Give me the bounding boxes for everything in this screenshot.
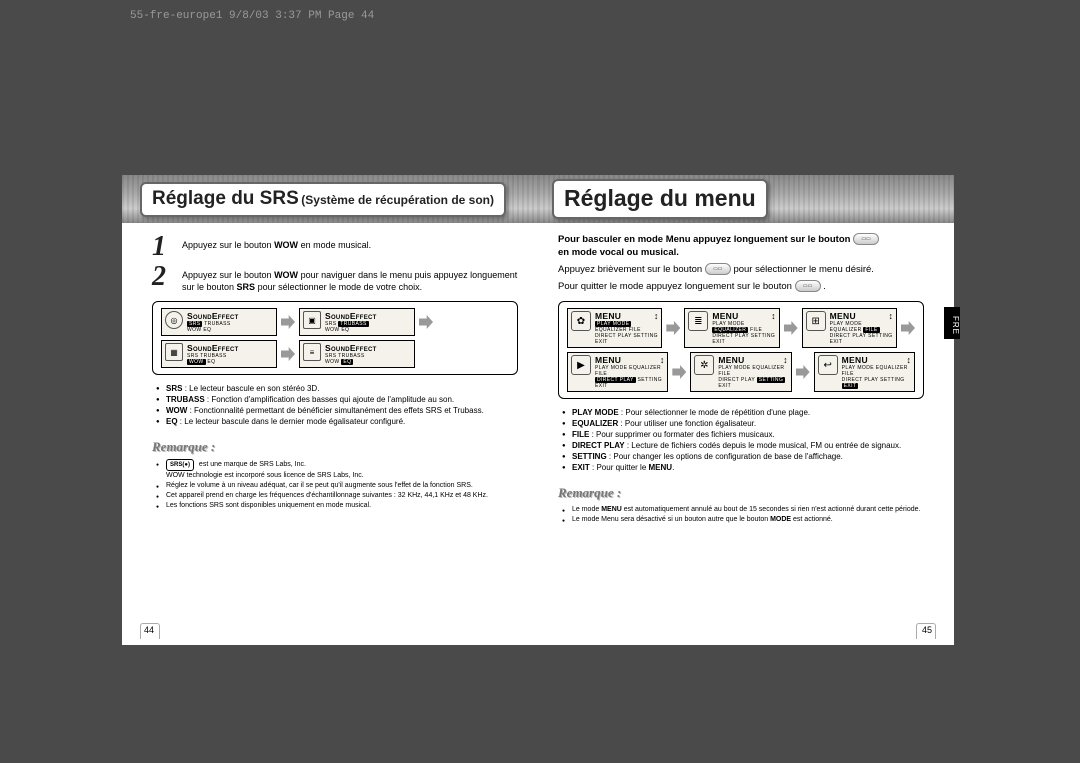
lcd-title: SoundEffect: [187, 311, 239, 321]
arrow-icon: [666, 321, 680, 335]
note-item: Réglez le volume à un niveau adéquat, ca…: [156, 481, 518, 491]
title-text: Réglage du menu: [564, 185, 756, 211]
step-num: 2: [152, 265, 174, 293]
steps: 1 Appuyez sur le bouton WOW en mode musi…: [152, 235, 518, 293]
arrow-icon: [901, 321, 915, 335]
file-header: 55-fre-europe1 9/8/03 3:37 PM Page 44: [0, 0, 1080, 30]
lcd-icon: ≡: [303, 343, 321, 361]
arrow-icon: [281, 315, 295, 329]
page-right: Réglage du menu Pour basculer en mode Me…: [538, 175, 954, 645]
remarque-heading: Remarque :: [558, 485, 924, 501]
language-tab: FRE: [944, 307, 960, 339]
sound-effect-diagram: ◎ SoundEffect SRS TRUBASS WOW EQ ▣ Sound…: [152, 301, 518, 375]
definitions-list: PLAY MODE : Pour sélectionner le mode de…: [558, 407, 924, 473]
page-spread: Réglage du SRS (Système de récupération …: [0, 30, 1080, 645]
title-sub: (Système de récupération de son): [301, 193, 494, 207]
lcd-icon: ≣: [688, 311, 708, 331]
lcd-icon: ↩: [818, 355, 838, 375]
note-item: Les fonctions SRS sont disponibles uniqu…: [156, 501, 518, 511]
page-number: 44: [144, 625, 154, 635]
arrow-icon: [419, 315, 433, 329]
step-2: 2 Appuyez sur le bouton WOW pour navigue…: [152, 265, 518, 293]
step-text: Appuyez sur le bouton WOW en mode musica…: [182, 235, 371, 259]
lcd-icon: ✲: [694, 355, 714, 375]
title-band-right: Réglage du menu: [538, 175, 954, 223]
note-item: Le mode Menu sera désactivé si un bouton…: [562, 515, 924, 525]
lcd-menu-directplay: ▶ MENU↕ PLAY MODE EQUALIZER FILE DIRECT …: [567, 352, 668, 392]
definitions-list: SRS : Le lecteur bascule en son stéréo 3…: [152, 383, 518, 427]
lcd-menu-file: ⊞ MENU↕ PLAY MODE EQUALIZER FILE DIRECT …: [802, 308, 897, 348]
step-1: 1 Appuyez sur le bouton WOW en mode musi…: [152, 235, 518, 259]
srs-logo-icon: SRS(●): [166, 459, 194, 471]
note-item: Le mode MENU est automatiquement annulé …: [562, 505, 924, 515]
lcd-srs: ◎ SoundEffect SRS TRUBASS WOW EQ: [161, 308, 277, 336]
lcd-menu-setting: ✲ MENU↕ PLAY MODE EQUALIZER FILE DIRECT …: [690, 352, 791, 392]
title-box-right: Réglage du menu: [552, 179, 768, 219]
lcd-menu-exit: ↩ MENU↕ PLAY MODE EQUALIZER FILE DIRECT …: [814, 352, 915, 392]
lcd-wow: ▦ SoundEffect SRS TRUBASS WOW EQ: [161, 340, 277, 368]
step-num: 1: [152, 235, 174, 259]
mode-button-icon: ▭▭: [853, 233, 879, 245]
lcd-menu-equalizer: ≣ MENU↕ PLAY MODE EQUALIZER FILE DIRECT …: [684, 308, 779, 348]
arrow-icon: [672, 365, 686, 379]
lcd-trubass: ▣ SoundEffect SRS TRUBASS WOW EQ: [299, 308, 415, 336]
lcd-icon: ▦: [165, 343, 183, 361]
lcd-icon: ▣: [303, 311, 321, 329]
title-box-left: Réglage du SRS (Système de récupération …: [140, 182, 506, 217]
lcd-icon: ◎: [165, 311, 183, 329]
intro-text: Pour basculer en mode Menu appuyez longu…: [558, 233, 924, 293]
mode-button-icon: ▭▭: [705, 263, 731, 275]
arrow-icon: [796, 365, 810, 379]
title-band-left: Réglage du SRS (Système de récupération …: [122, 175, 538, 223]
page-number: 45: [922, 625, 932, 635]
title-main: Réglage du SRS: [152, 188, 299, 209]
notes-list: SRS(●) est une marque de SRS Labs, Inc. …: [152, 459, 518, 511]
note-item: Cet appareil prend en charge les fréquen…: [156, 491, 518, 501]
lcd-icon: ⊞: [806, 311, 826, 331]
step-text: Appuyez sur le bouton WOW pour naviguer …: [182, 265, 518, 293]
remarque-heading: Remarque :: [152, 439, 518, 455]
mode-button-icon: ▭▭: [795, 280, 821, 292]
lcd-menu-playmode: ✿ MENU↕ PLAY MODE EQUALIZER FILE DIRECT …: [567, 308, 662, 348]
note-item: SRS(●) est une marque de SRS Labs, Inc. …: [156, 459, 518, 481]
arrow-icon: [784, 321, 798, 335]
lcd-icon: ▶: [571, 355, 591, 375]
menu-diagram: ✿ MENU↕ PLAY MODE EQUALIZER FILE DIRECT …: [558, 301, 924, 399]
lcd-icon: ✿: [571, 311, 591, 331]
page-left: Réglage du SRS (Système de récupération …: [122, 175, 538, 645]
lcd-eq: ≡ SoundEffect SRS TRUBASS WOW EQ: [299, 340, 415, 368]
arrow-icon: [281, 347, 295, 361]
notes-list: Le mode MENU est automatiquement annulé …: [558, 505, 924, 525]
